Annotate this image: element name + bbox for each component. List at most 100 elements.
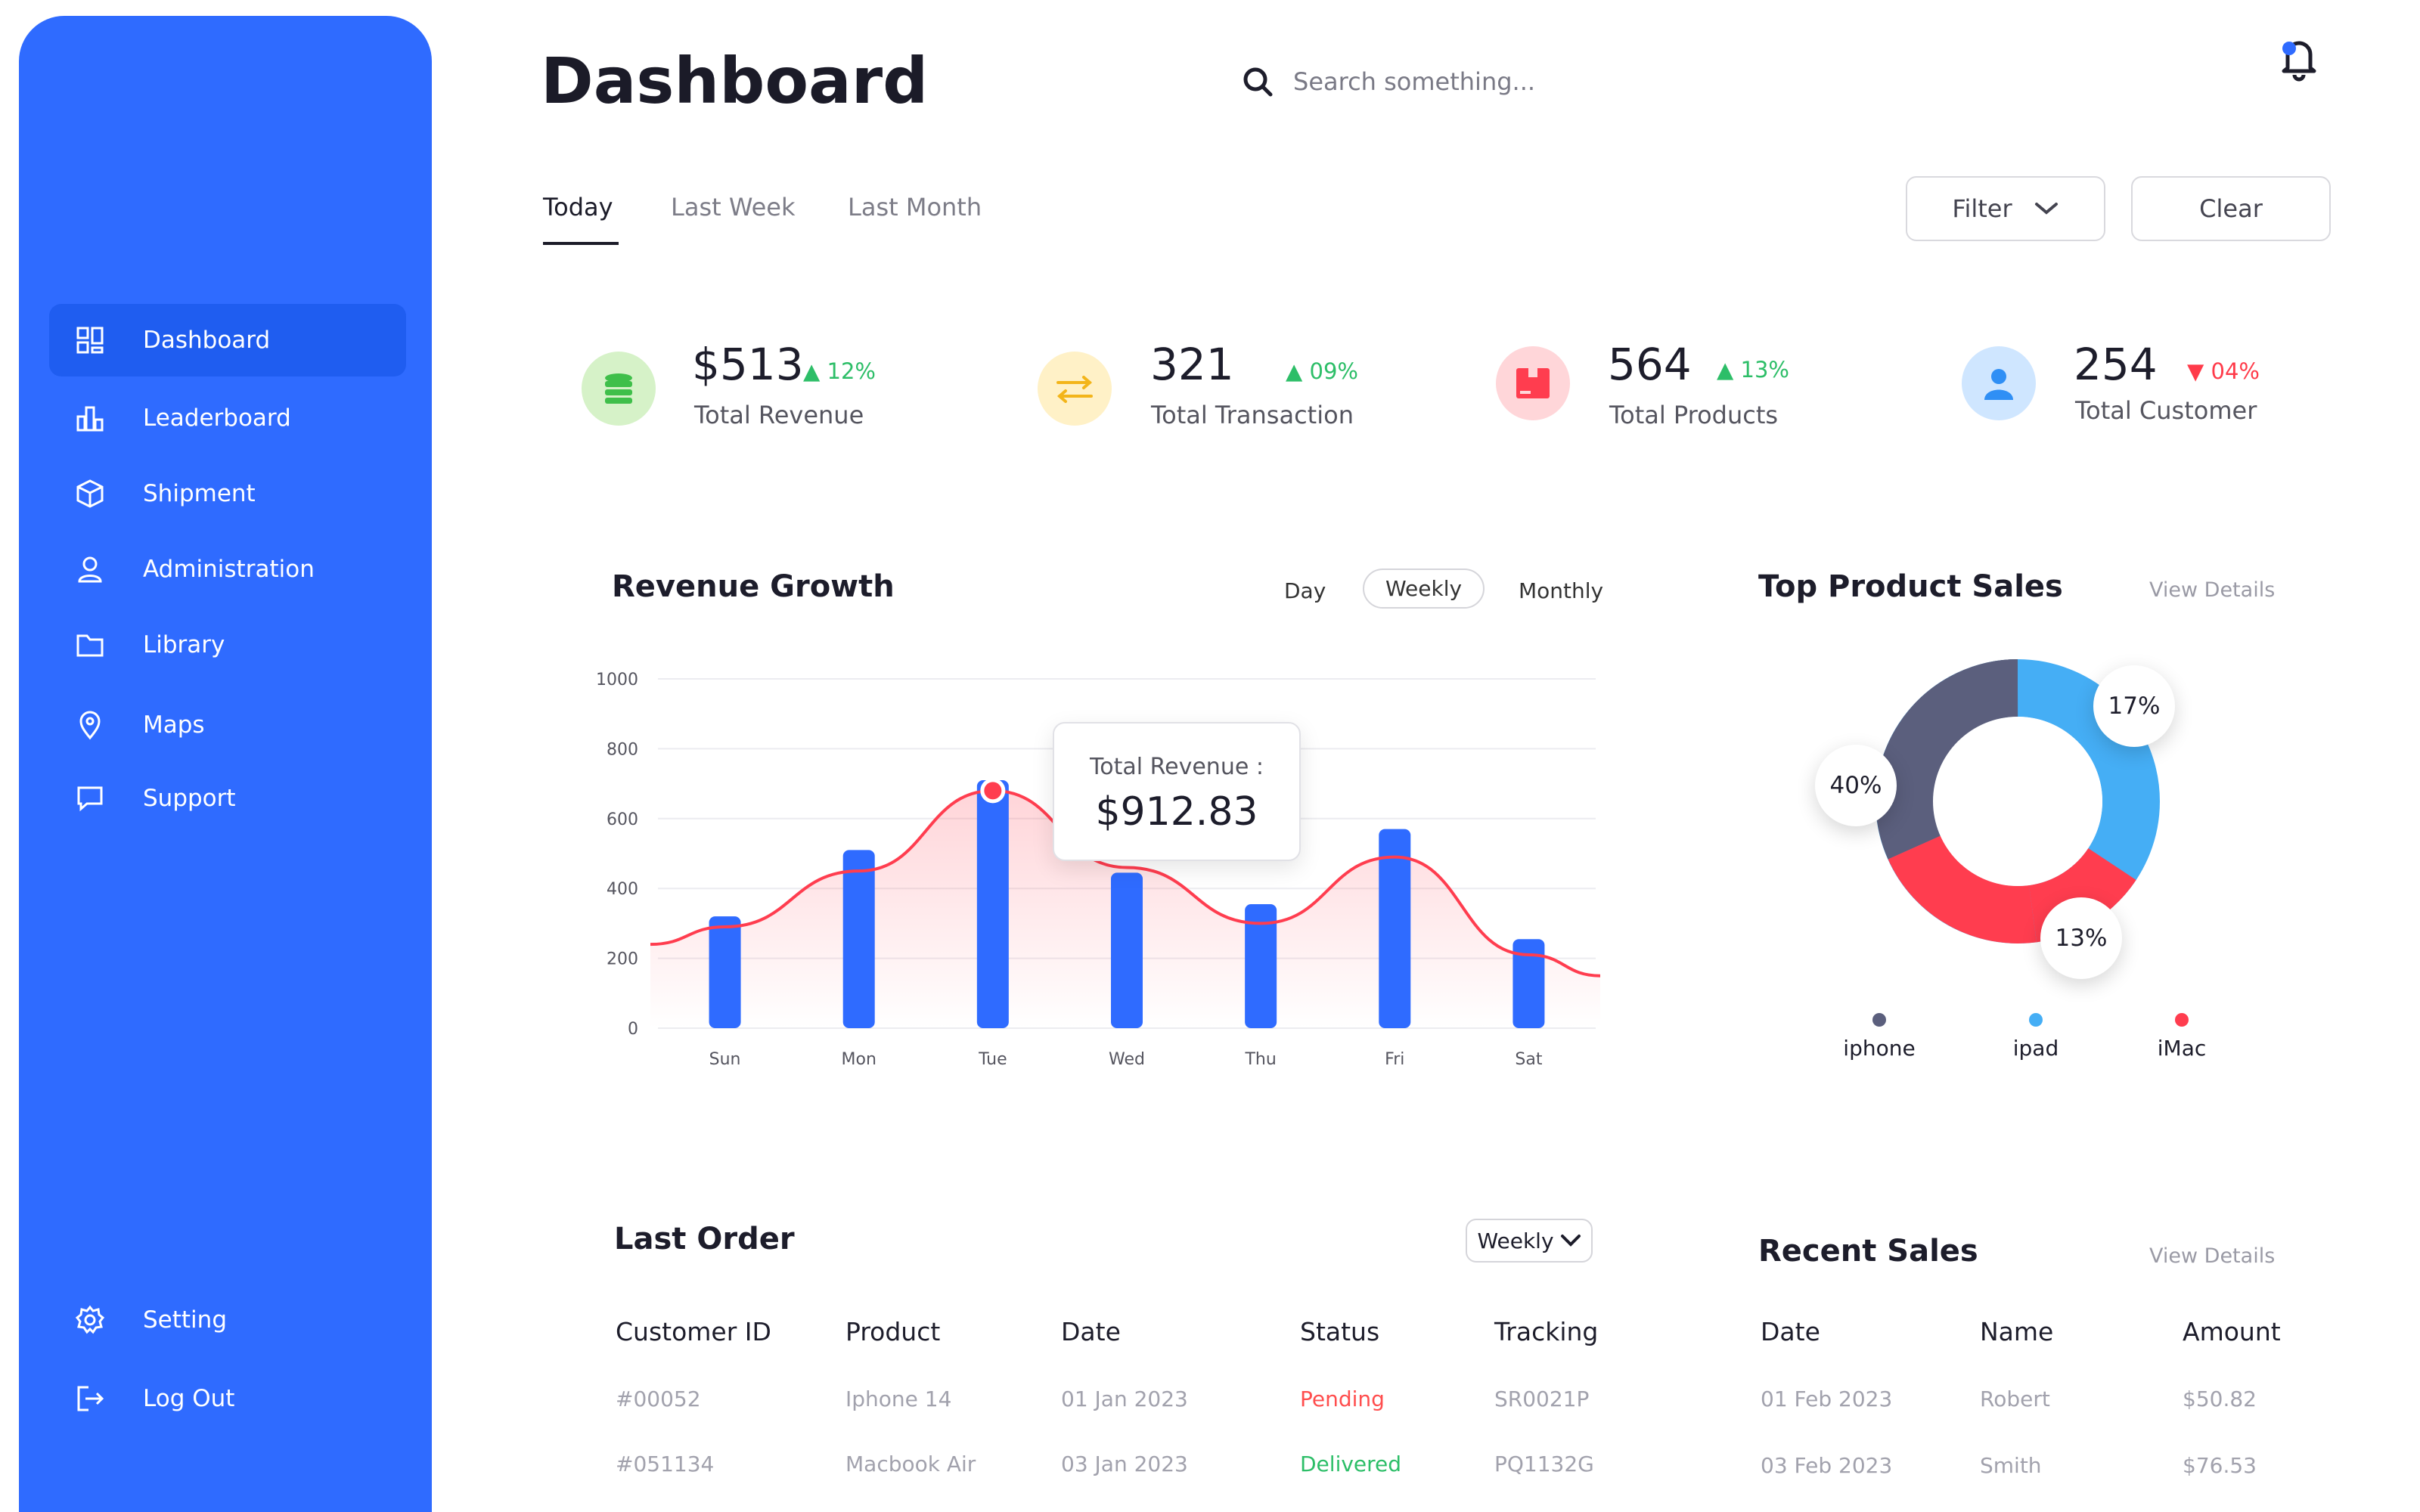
pct-bubble-imac: 13% [2040,897,2122,979]
tab-today[interactable]: Today [543,193,613,222]
top-products-title: Top Product Sales [1758,569,2063,604]
sidebar-item-logout[interactable]: Log Out [49,1362,406,1435]
search-input[interactable]: Search something... [1293,67,1536,96]
x-tick-label: Sat [1515,1050,1542,1069]
stat-label: Total Transaction [1151,401,1354,429]
leaderboard-icon [73,401,107,435]
legend-label: ipad [2012,1036,2059,1061]
stat-label: Total Products [1609,401,1779,429]
bar-thu[interactable] [1245,903,1277,1028]
y-tick-label: 1000 [597,671,638,689]
sidebar-item-administration[interactable]: Administration [49,533,406,606]
bar-tue[interactable] [976,779,1009,1028]
legend-label: iphone [1843,1036,1916,1061]
order-status: Pending [1300,1387,1385,1411]
filter-label: Filter [1952,194,2012,223]
column-header: Name [1980,1317,2054,1346]
y-tick-label: 600 [607,810,638,829]
sidebar-item-library[interactable]: Library [49,609,406,681]
tab-last-week[interactable]: Last Week [671,193,796,222]
recent-sales-title: Recent Sales [1758,1234,1978,1269]
stat-transaction [1038,352,1112,426]
order-date: 03 Jan 2023 [1061,1452,1188,1476]
order-tracking: SR0021P [1494,1387,1590,1411]
bell-icon[interactable] [2273,32,2325,85]
stat-label: Total Revenue [694,401,864,429]
sidebar-item-dashboard[interactable]: Dashboard [49,304,406,376]
range-weekly[interactable]: Weekly [1363,569,1485,609]
sidebar-item-label: Administration [143,556,315,583]
stat-value: 321 [1150,339,1234,390]
legend-ipad: ipad [1983,1013,2089,1061]
customer-icon [1962,346,2036,420]
column-header: Date [1761,1317,1820,1346]
bar-sat[interactable] [1512,939,1545,1028]
order-tracking: PQ1132G [1494,1452,1594,1476]
sidebar-item-label: Log Out [143,1385,235,1412]
bar-mon[interactable] [842,850,875,1028]
product-box-icon [1496,346,1570,420]
sidebar-item-support[interactable]: Support [49,762,406,835]
stat-value: 254 [2074,339,2158,390]
y-tick-label: 0 [628,1020,638,1039]
sidebar-item-label: Leaderboard [143,404,291,432]
order-product: Iphone 14 [845,1387,952,1411]
x-tick-label: Fri [1385,1050,1404,1069]
gear-icon [73,1303,107,1337]
x-tick-label: Thu [1244,1050,1276,1069]
tooltip-label: Total Revenue : [1090,754,1264,780]
sidebar-item-setting[interactable]: Setting [49,1284,406,1356]
x-tick-label: Sun [709,1050,741,1069]
box-icon [73,477,107,510]
donut-hole [1933,717,2102,886]
order-id: #00052 [616,1387,701,1411]
chat-icon [73,782,107,815]
x-tick-label: Mon [842,1050,876,1069]
pct-bubble-iphone: 40% [1815,745,1897,826]
folder-icon [73,628,107,662]
donut-chart [1876,659,2160,943]
revenue-tooltip: Total Revenue : $912.83 [1053,722,1301,861]
chevron-down-icon [1560,1235,1581,1247]
order-id: #051134 [616,1452,715,1476]
dropdown-label: Weekly [1477,1228,1554,1253]
bar-fri[interactable] [1379,829,1411,1028]
search-bar[interactable]: Search something... [1240,64,1535,99]
transfer-icon [1038,352,1112,426]
order-status: Delivered [1300,1452,1402,1476]
stat-products [1496,346,1570,420]
stat-value: $513 [692,339,804,390]
stat-change: ▲ 12% [803,358,876,384]
last-order-title: Last Order [614,1222,795,1256]
x-tick-label: Tue [978,1050,1007,1069]
range-monthly[interactable]: Monthly [1519,578,1604,603]
tab-last-month[interactable]: Last Month [848,193,982,222]
stat-customer [1962,346,2036,420]
sidebar-item-maps[interactable]: Maps [49,689,406,761]
column-header: Product [845,1317,941,1346]
sidebar-item-leaderboard[interactable]: Leaderboard [49,382,406,454]
last-order-range-dropdown[interactable]: Weekly [1466,1219,1593,1263]
column-header: Amount [2183,1317,2281,1346]
bar-sun[interactable] [709,916,741,1028]
sidebar-item-label: Maps [143,711,205,739]
sidebar-item-label: Library [143,631,225,658]
sale-name: Smith [1980,1453,2042,1478]
map-pin-icon [73,708,107,742]
clear-button[interactable]: Clear [2131,176,2331,241]
stat-change: ▲ 13% [1717,357,1789,383]
sale-amount: $76.53 [2183,1453,2257,1478]
sidebar-item-label: Dashboard [143,327,271,354]
legend-dot [1872,1013,1886,1027]
donut-slice-iphone-fill [1876,659,2019,860]
highlight-point[interactable] [980,778,1006,804]
search-icon [1243,67,1273,97]
view-details-link[interactable]: View Details [2149,1244,2276,1268]
stat-change-value: 12% [827,358,876,384]
range-day[interactable]: Day [1284,578,1326,603]
filter-button[interactable]: Filter [1906,176,2105,241]
view-details-link[interactable]: View Details [2149,578,2276,602]
legend-label: iMac [2157,1036,2207,1061]
bar-wed[interactable] [1111,872,1143,1028]
sidebar-item-shipment[interactable]: Shipment [49,457,406,530]
